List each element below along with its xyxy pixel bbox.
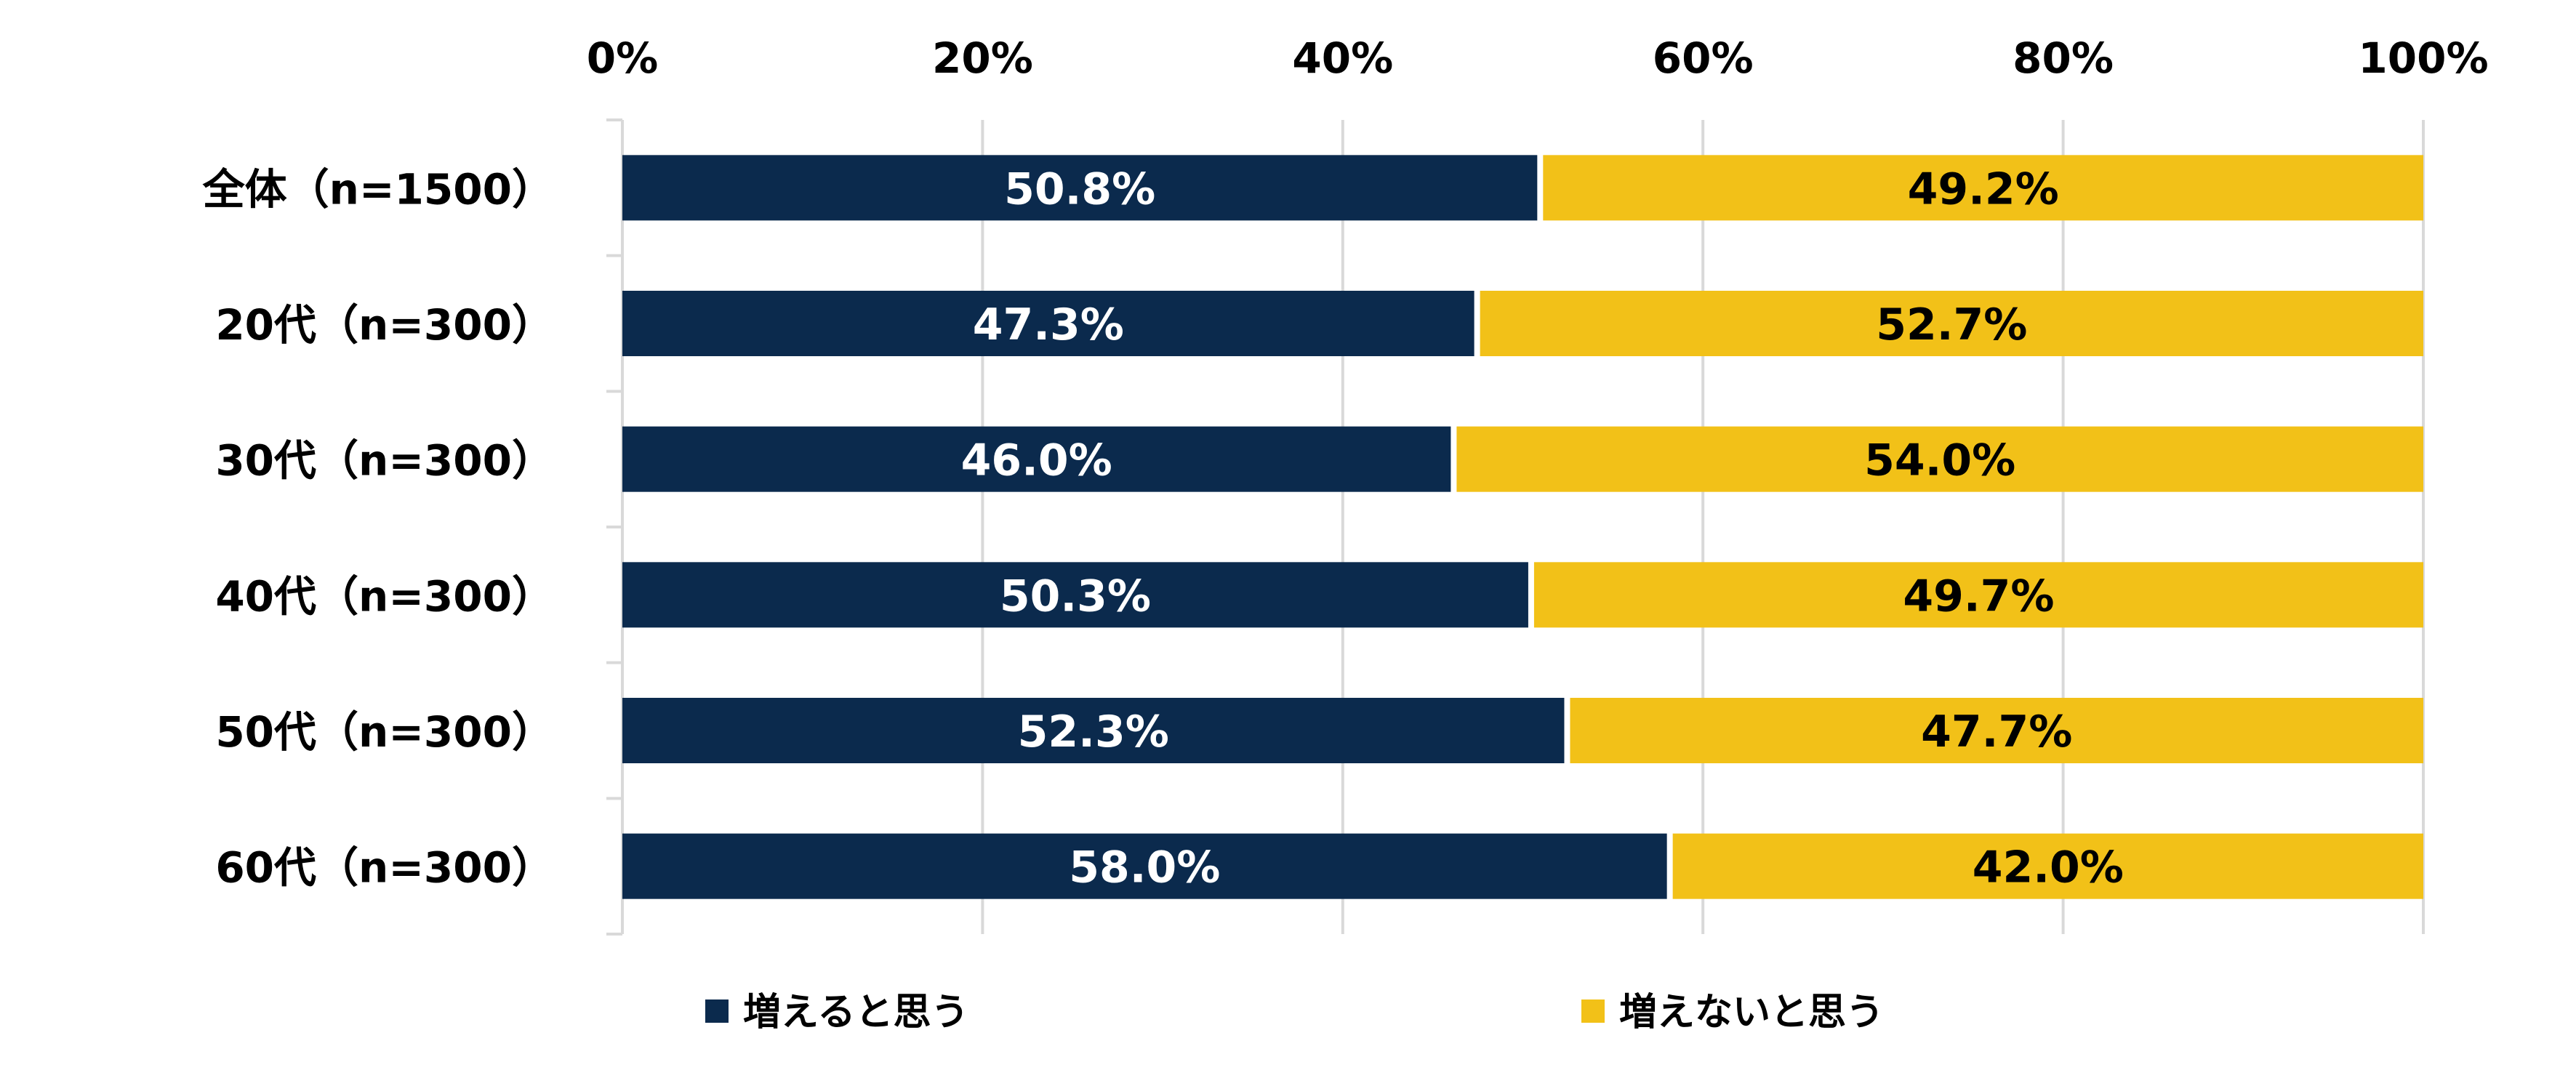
x-tick-label: 100% <box>2358 33 2488 83</box>
data-label: 49.2% <box>1908 164 2059 214</box>
data-label: 42.0% <box>1973 842 2124 893</box>
bar-segment <box>1543 155 2423 221</box>
bar-segment <box>622 155 1538 221</box>
axis: 0% 20% 40% 60% 80% 100% 全体（n=1500） 20代（n=300） 30… <box>202 33 2489 936</box>
category-label: 20代（n=300） <box>215 300 554 350</box>
bar-segment <box>622 291 1474 356</box>
gridlines <box>621 120 2425 934</box>
bar-segment <box>1533 562 2423 628</box>
bar-segment <box>1456 426 2423 492</box>
data-label: 52.3% <box>1018 707 1169 757</box>
data-label: 46.0% <box>961 435 1112 486</box>
data-label: 58.0% <box>1069 842 1220 893</box>
legend-label: 増えると思う <box>743 991 968 1034</box>
data-label: 47.7% <box>1921 707 2072 757</box>
data-label: 54.0% <box>1864 435 2015 486</box>
bar-segment <box>622 698 1565 763</box>
category-label: 60代（n=300） <box>215 843 554 893</box>
data-labels: 50.8% 49.2% 47.3% 52.7% 46.0% 54.0% 50.3% 49.7%… <box>961 164 2124 893</box>
legend-swatch <box>705 999 729 1023</box>
bar-segment <box>1570 698 2423 763</box>
bar-segment <box>622 426 1451 492</box>
data-label: 50.8% <box>1004 164 1155 214</box>
category-label: 40代（n=300） <box>215 571 554 621</box>
legend: 増えると思う 増えないと思う <box>705 991 1884 1034</box>
data-label: 47.3% <box>973 299 1124 350</box>
x-tick-label: 40% <box>1292 33 1393 83</box>
legend-label: 増えないと思う <box>1619 991 1884 1034</box>
bar-segment <box>622 562 1528 628</box>
bar-segment <box>1672 833 2423 899</box>
category-label: 全体（n=1500） <box>202 164 554 214</box>
data-label: 52.7% <box>1876 299 2027 350</box>
x-tick-label: 80% <box>2013 33 2114 83</box>
x-tick-label: 0% <box>587 33 658 83</box>
data-label: 49.7% <box>1903 571 2054 622</box>
x-tick-label: 20% <box>932 33 1033 83</box>
bar-segment <box>1480 291 2423 356</box>
data-label: 50.3% <box>1000 571 1151 622</box>
category-label: 50代（n=300） <box>215 707 554 757</box>
x-tick-label: 60% <box>1653 33 1754 83</box>
category-label: 30代（n=300） <box>215 436 554 486</box>
bars <box>622 155 2423 899</box>
bar-segment <box>622 833 1667 899</box>
legend-swatch <box>1581 999 1605 1023</box>
